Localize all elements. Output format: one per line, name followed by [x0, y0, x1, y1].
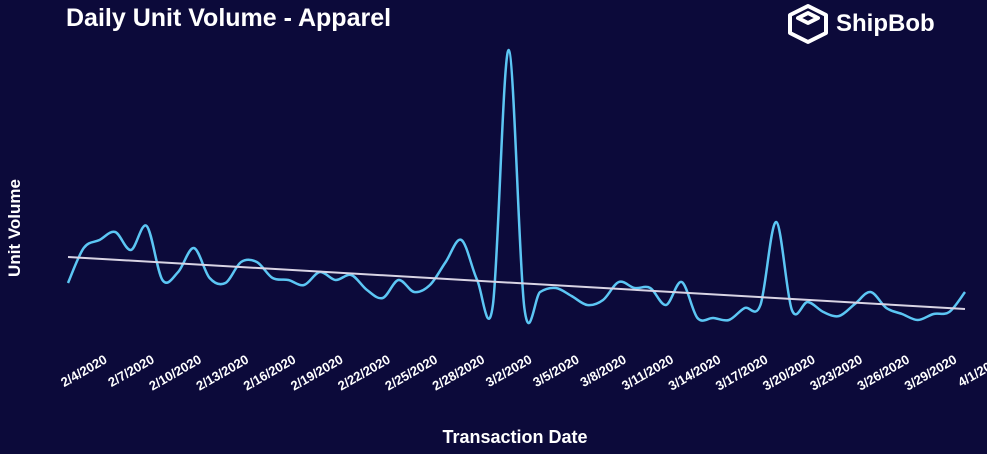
- brand-logo: ShipBob: [788, 4, 935, 44]
- x-tick-label: 3/2/2020: [483, 352, 534, 390]
- chart-title: Daily Unit Volume - Apparel: [66, 4, 391, 32]
- x-tick-label: 2/13/2020: [194, 352, 252, 394]
- x-tick-label: 2/4/2020: [58, 352, 109, 390]
- trend-line: [67, 256, 966, 310]
- x-tick-label: 3/23/2020: [807, 352, 865, 394]
- x-tick-label: 2/28/2020: [430, 352, 488, 394]
- y-axis-title: Unit Volume: [5, 179, 24, 277]
- x-tick-label: 3/20/2020: [760, 352, 818, 394]
- x-tick-label: 2/19/2020: [288, 352, 346, 394]
- x-tick-label: 2/22/2020: [335, 352, 393, 394]
- x-tick-label: 3/14/2020: [666, 352, 724, 394]
- x-tick-label: 3/5/2020: [530, 352, 581, 390]
- brand-name: ShipBob: [836, 10, 935, 37]
- x-tick-label: 2/25/2020: [382, 352, 440, 394]
- data-line: [66, 48, 967, 325]
- x-tick-label: 2/16/2020: [241, 352, 299, 394]
- x-tick-label: 3/11/2020: [619, 352, 676, 394]
- x-tick-label: 4/1/2020: [955, 352, 987, 390]
- x-tick-label: 3/17/2020: [713, 352, 771, 394]
- x-tick-label: 2/10/2020: [146, 352, 204, 394]
- x-tick-label: 3/29/2020: [902, 352, 960, 394]
- x-axis-title: Transaction Date: [442, 427, 587, 447]
- x-tick-label: 3/26/2020: [854, 352, 912, 394]
